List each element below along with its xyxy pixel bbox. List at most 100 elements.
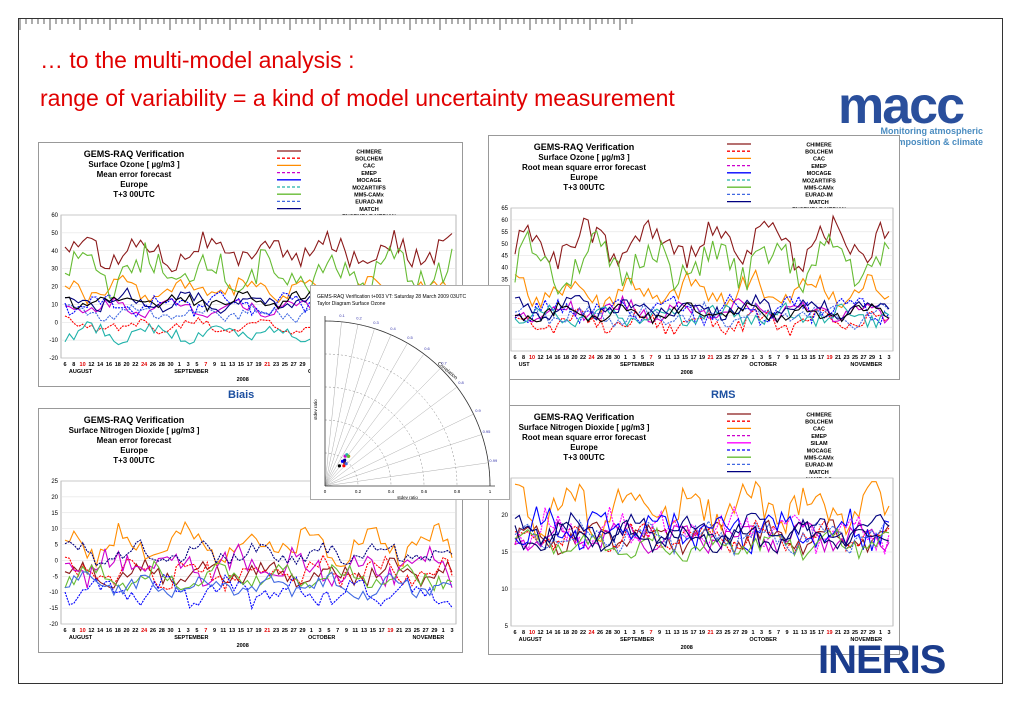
x-tick-label: 15 bbox=[809, 355, 815, 361]
x-tick-label: 25 bbox=[282, 362, 288, 368]
x-tick-label: 13 bbox=[229, 628, 235, 634]
legend-label: BOLCHEM bbox=[805, 420, 833, 426]
x-tick-label: 9 bbox=[785, 630, 788, 636]
x-tick-label: 3 bbox=[187, 362, 190, 368]
series-line-cac bbox=[514, 268, 890, 315]
y-tick-label: 20 bbox=[501, 513, 508, 519]
taylor-model-point bbox=[344, 462, 348, 466]
x-tick-label: 15 bbox=[809, 630, 815, 636]
chart-header-line: GEMS-RAQ Verification bbox=[84, 149, 185, 159]
month-label: AUGUST bbox=[69, 635, 93, 641]
taylor-x-tick: 0.6 bbox=[421, 489, 428, 494]
x-tick-label: 24 bbox=[588, 630, 595, 636]
x-tick-label: 15 bbox=[682, 630, 688, 636]
x-tick-label: 21 bbox=[835, 630, 841, 636]
taylor-arc bbox=[324, 320, 491, 487]
series-line-emep bbox=[514, 294, 890, 324]
x-tick-label: 13 bbox=[801, 355, 807, 361]
x-tick-label: 23 bbox=[273, 628, 279, 634]
legend-label: EMEP bbox=[361, 171, 377, 177]
taylor-corr-label: 0.95 bbox=[483, 429, 492, 434]
x-tick-label: 15 bbox=[238, 362, 244, 368]
series-line-mm5-camx bbox=[64, 242, 453, 299]
series-line-mm5-camx bbox=[64, 560, 453, 592]
x-tick-label: 8 bbox=[522, 355, 525, 361]
month-label: SEPTEMBER bbox=[620, 637, 654, 643]
x-tick-label: 21 bbox=[707, 355, 713, 361]
x-tick-label: 3 bbox=[887, 355, 890, 361]
chart-header-line: T+3 00UTC bbox=[563, 183, 605, 192]
x-tick-label: 18 bbox=[563, 355, 569, 361]
x-tick-label: 16 bbox=[554, 355, 560, 361]
month-label: SEPTEMBER bbox=[174, 369, 208, 375]
month-label: NOVEMBER bbox=[412, 635, 444, 641]
month-label: SEPTEMBER bbox=[174, 635, 208, 641]
taylor-header-line: Taylor Diagram Surface Ozone bbox=[317, 301, 386, 307]
taylor-arc bbox=[324, 419, 392, 487]
x-tick-label: 30 bbox=[167, 362, 173, 368]
taylor-corr-ray bbox=[324, 434, 482, 487]
slide-frame bbox=[18, 18, 1003, 684]
month-label: AUGUST bbox=[69, 369, 93, 375]
x-tick-label: 18 bbox=[115, 628, 121, 634]
legend-label: CAC bbox=[813, 427, 825, 433]
x-tick-label: 20 bbox=[124, 628, 130, 634]
series-line-chimere bbox=[64, 557, 453, 589]
taylor-model-point bbox=[343, 458, 347, 462]
x-tick-label: 17 bbox=[379, 628, 385, 634]
x-tick-label: 21 bbox=[264, 628, 270, 634]
x-tick-label: 5 bbox=[195, 362, 198, 368]
taylor-model-point bbox=[342, 464, 346, 468]
chart-header-line: Root mean square error forecast bbox=[522, 433, 646, 442]
y-tick-label: 15 bbox=[51, 511, 58, 517]
x-tick-label: 29 bbox=[741, 355, 747, 361]
y-tick-label: 60 bbox=[51, 213, 58, 219]
taylor-svg: GEMS-RAQ Verification t+003 VT: Saturday… bbox=[313, 294, 498, 500]
x-tick-label: 9 bbox=[658, 630, 661, 636]
y-tick-label: -10 bbox=[49, 338, 58, 344]
chart-header-line: Surface Nitrogen Dioxide [ µg/m3 ] bbox=[69, 426, 200, 435]
series-line-bolchem bbox=[64, 553, 453, 593]
x-tick-label: 7 bbox=[336, 628, 339, 634]
x-tick-label: 22 bbox=[580, 630, 586, 636]
x-tick-label: 25 bbox=[852, 630, 858, 636]
x-tick-label: 27 bbox=[733, 630, 739, 636]
x-tick-label: 11 bbox=[665, 355, 671, 361]
x-tick-label: 19 bbox=[699, 630, 705, 636]
x-tick-label: 22 bbox=[132, 628, 138, 634]
x-tick-label: 25 bbox=[852, 355, 858, 361]
x-tick-label: 25 bbox=[724, 630, 730, 636]
year-label: 2008 bbox=[237, 643, 249, 649]
x-tick-label: 17 bbox=[247, 628, 253, 634]
x-tick-label: 27 bbox=[733, 355, 739, 361]
x-tick-label: 14 bbox=[546, 355, 553, 361]
taylor-x-tick: 0.8 bbox=[454, 489, 461, 494]
x-tick-label: 1 bbox=[879, 630, 882, 636]
y-tick-label: 45 bbox=[501, 254, 508, 260]
x-tick-label: 17 bbox=[247, 362, 253, 368]
y-tick-label: -20 bbox=[49, 356, 58, 362]
x-tick-label: 27 bbox=[291, 628, 297, 634]
x-tick-label: 19 bbox=[699, 355, 705, 361]
y-tick-label: 65 bbox=[501, 206, 508, 212]
x-tick-label: 26 bbox=[150, 362, 156, 368]
legend-label: SILAM bbox=[810, 441, 828, 447]
taylor-ylabel: stdev ratio bbox=[313, 399, 318, 420]
x-tick-label: 24 bbox=[588, 355, 595, 361]
x-tick-label: 17 bbox=[818, 355, 824, 361]
legend-label: CHIMERE bbox=[806, 142, 832, 148]
x-tick-label: 15 bbox=[238, 628, 244, 634]
x-tick-label: 28 bbox=[605, 355, 611, 361]
legend-label: BOLCHEM bbox=[355, 157, 383, 163]
month-label: UST bbox=[519, 362, 531, 368]
y-tick-label: 20 bbox=[51, 285, 58, 291]
y-tick-label: -10 bbox=[49, 590, 58, 596]
x-tick-label: 26 bbox=[150, 628, 156, 634]
x-tick-label: 11 bbox=[793, 355, 799, 361]
chart-header-line: Root mean square error forecast bbox=[522, 163, 646, 172]
taylor-x-tick: 0 bbox=[324, 489, 327, 494]
legend-label: CHIMERE bbox=[806, 412, 832, 418]
x-tick-label: 21 bbox=[396, 628, 402, 634]
x-tick-label: 23 bbox=[716, 630, 722, 636]
